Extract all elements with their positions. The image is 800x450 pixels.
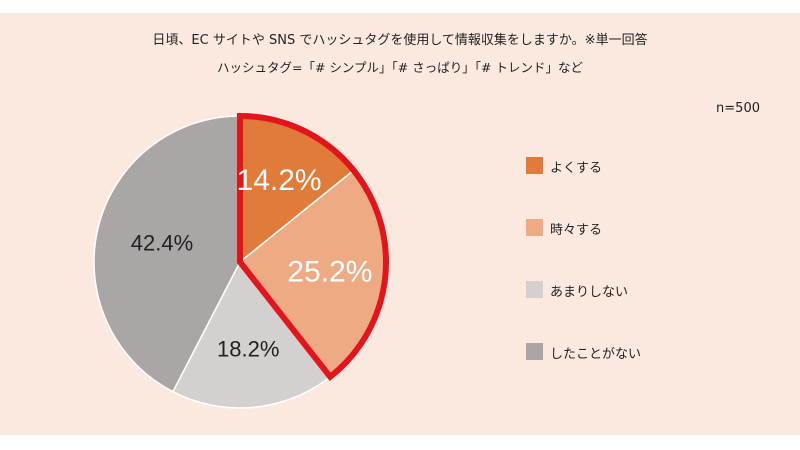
chart-subtitle: ハッシュタグ=「# シンプル」「# さっぱり」「# トレンド」など [217, 60, 583, 75]
legend-label: よくする [550, 161, 603, 176]
sample-size-label: n=500 [716, 101, 760, 116]
legend-label: 時々する [550, 223, 603, 238]
highlight-outline [237, 112, 389, 382]
slice-often-value-label: 14.2% [237, 164, 322, 197]
legend-swatch [526, 343, 543, 360]
legend-swatch [526, 157, 543, 174]
legend-label: したことがない [550, 347, 642, 362]
legend-label: あまりしない [550, 285, 629, 300]
slice-never [93, 115, 241, 393]
legend-swatch [526, 219, 543, 236]
legend-swatch [526, 281, 543, 298]
chart-title: 日頃、EC サイトや SNS でハッシュタグを使用して情報収集をしますか。※単一… [152, 33, 648, 48]
slice-sometimes-value-label: 25.2% [287, 256, 372, 289]
slice-rarely-value-label: 18.2% [217, 337, 279, 362]
slice-never-value-label: 42.4% [131, 231, 193, 256]
slice-rarely [171, 260, 332, 409]
